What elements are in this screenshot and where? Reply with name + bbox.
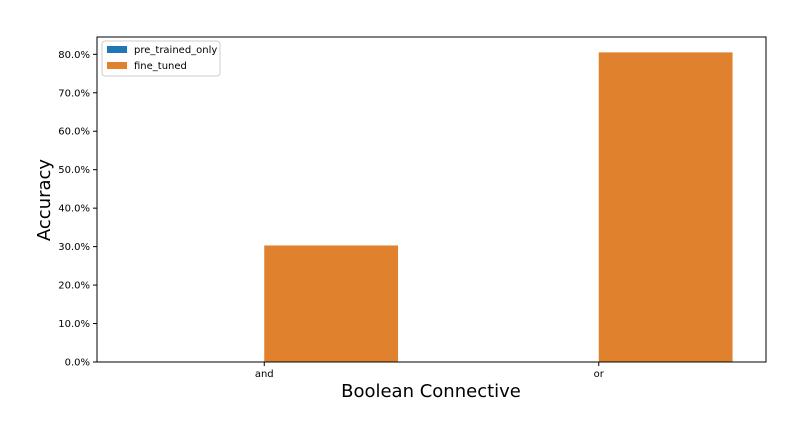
y-tick-label: 40.0%: [58, 204, 90, 215]
legend-swatch-pre_trained_only: [107, 46, 127, 53]
legend-label-pre_trained_only: pre_trained_only: [134, 45, 217, 56]
y-tick-label: 20.0%: [58, 281, 90, 292]
y-axis-title: Accuracy: [34, 159, 55, 242]
legend-box: [101, 40, 221, 77]
y-tick-label: 50.0%: [58, 165, 90, 176]
x-tick-label-and: and: [255, 369, 274, 380]
x-tick-label-or: or: [594, 369, 605, 380]
bar-fine_tuned-and: [264, 245, 399, 362]
y-tick-label: 80.0%: [58, 50, 90, 61]
y-tick-label: 10.0%: [58, 319, 90, 330]
y-tick-label: 70.0%: [58, 88, 90, 99]
legend-swatch-fine_tuned: [107, 62, 127, 69]
bar-fine_tuned-or: [598, 52, 733, 363]
bars-group: [264, 52, 733, 363]
legend-label-fine_tuned: fine_tuned: [134, 61, 187, 72]
plot-frame: [96, 36, 767, 363]
x-axis: and or: [255, 362, 605, 380]
y-tick-label: 30.0%: [58, 242, 90, 253]
legend: pre_trained_only fine_tuned: [101, 40, 221, 77]
y-tick-label: 60.0%: [58, 127, 90, 138]
y-tick-label: 0.0%: [65, 358, 90, 369]
y-axis: 0.0% 10.0% 20.0% 30.0% 40.0% 50.0% 60.0% 70.0% 8…: [58, 50, 97, 369]
x-axis-title: Boolean Connective: [341, 381, 521, 402]
